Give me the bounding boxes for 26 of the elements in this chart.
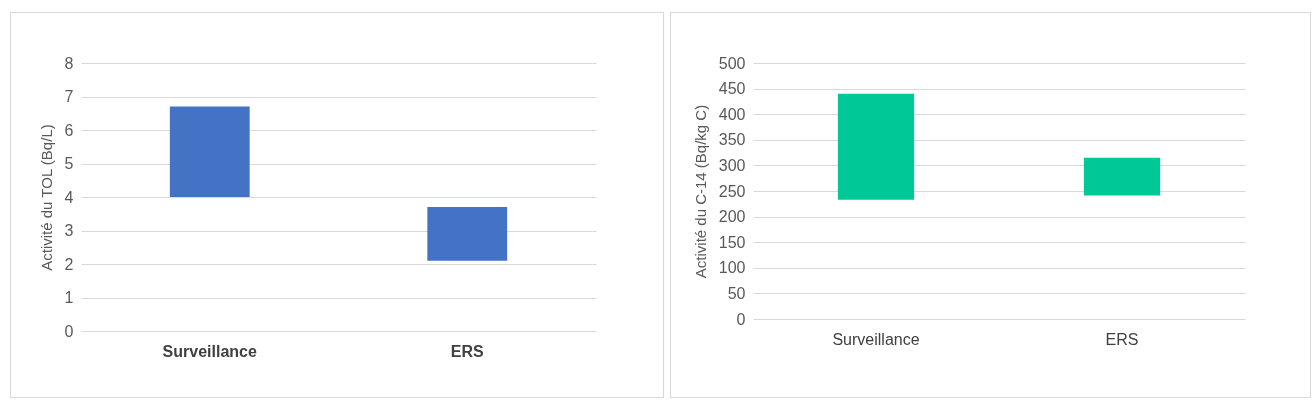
y-axis-title: Activité du TOL (Bq/L)	[37, 124, 55, 271]
y-tick-label: 200	[718, 208, 746, 226]
y-tick-label: 50	[727, 284, 746, 302]
y-tick-label: 3	[64, 222, 74, 239]
y-tick-label: 150	[718, 233, 746, 251]
x-tick-label: ERS	[1105, 330, 1139, 348]
y-tick-label: 450	[718, 80, 746, 98]
x-tick-label: ERS	[450, 342, 485, 360]
y-axis-title: Activité du C-14 (Bq/kg C)	[691, 104, 709, 279]
x-tick-label: Surveillance	[832, 330, 920, 348]
y-tick-label: 100	[718, 259, 746, 277]
y-tick-label: 400	[718, 105, 746, 123]
y-tick-label: 1	[64, 289, 74, 306]
y-tick-label: 8	[64, 54, 74, 72]
y-tick-label: 7	[64, 88, 74, 105]
y-tick-label: 350	[718, 131, 746, 149]
y-tick-label: 0	[64, 322, 74, 340]
y-tick-label: 4	[64, 188, 74, 206]
y-tick-label: 0	[736, 310, 746, 328]
y-tick-label: 250	[718, 182, 746, 200]
y-tick-label: 2	[64, 255, 74, 273]
y-tick-label: 6	[64, 121, 74, 139]
x-tick-label: Surveillance	[162, 342, 257, 360]
y-tick-label: 5	[64, 155, 74, 172]
y-tick-label: 500	[718, 54, 746, 72]
y-tick-label: 300	[718, 156, 746, 174]
